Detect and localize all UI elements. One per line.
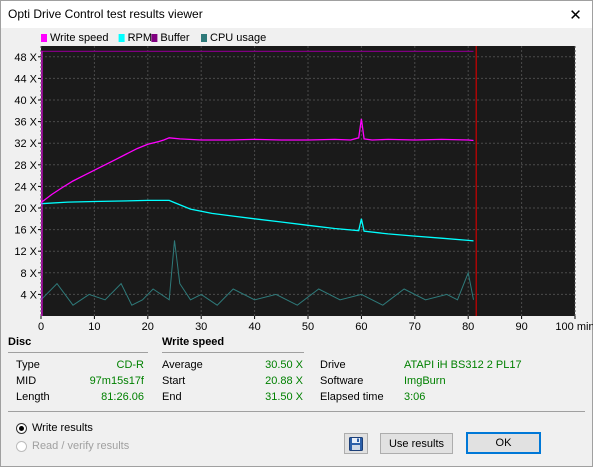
x-axis-ticks: 0 10 20 30 40 50 60 70 80 90 100 min (38, 316, 593, 333)
legend-swatch (151, 34, 158, 42)
x-tick-label: 40 (248, 321, 260, 333)
close-button[interactable]: ✕ (559, 1, 592, 28)
legend-label: Write speed (50, 32, 109, 44)
disc-divider (8, 352, 148, 353)
legend-swatch (118, 34, 125, 42)
series-rpm (40, 199, 474, 242)
series-write-speed (40, 118, 474, 204)
y-tick-label: 40 X (14, 95, 37, 107)
y-tick-label: 8 X (20, 268, 37, 280)
average-label: Average (162, 359, 203, 371)
x-tick-label: 70 (409, 321, 421, 333)
disc-mid-label: MID (16, 375, 37, 387)
x-tick-label: 60 (355, 321, 367, 333)
y-axis-ticks: 4 X 8 X 12 X 16 X 20 X 24 X 28 X 32 X 36 X 40 X 44… (14, 52, 41, 301)
window-title: Opti Drive Control test results viewer (8, 7, 203, 21)
disc-length-label: Length (16, 391, 50, 403)
y-tick-label: 4 X (20, 289, 37, 301)
x-tick-label: 30 (195, 321, 207, 333)
write-results-label: Write results (32, 422, 93, 434)
series-cpu-usage (40, 240, 474, 306)
y-tick-label: 24 X (14, 181, 37, 193)
x-tick-label: 100 min (555, 321, 593, 333)
chart-series (40, 46, 477, 316)
close-icon: ✕ (569, 6, 582, 24)
y-tick-label: 44 X (14, 73, 37, 85)
end-value: 31.50 X (265, 391, 303, 403)
y-tick-label: 28 X (14, 160, 37, 172)
elapsed-time-value: 3:06 (404, 391, 426, 403)
read-verify-radio[interactable] (16, 440, 27, 452)
use-results-button[interactable]: Use results (380, 433, 453, 454)
title-bar: Opti Drive Control test results viewer ✕ (1, 1, 592, 28)
y-tick-label: 16 X (14, 225, 37, 237)
legend-swatch (41, 34, 47, 42)
x-tick-label: 0 (38, 321, 44, 333)
x-tick-label: 80 (462, 321, 474, 333)
speed-chart: 0 10 20 30 40 50 60 70 80 90 100 min 4 X 8 X 12 X 16 … (14, 32, 593, 333)
y-tick-label: 48 X (14, 52, 37, 64)
y-tick-label: 32 X (14, 138, 37, 150)
read-verify-label: Read / verify results (32, 440, 130, 452)
end-label: End (162, 391, 182, 403)
ok-button[interactable]: OK (466, 432, 541, 454)
average-value: 30.50 X (265, 359, 303, 371)
drive-label: Drive (320, 359, 346, 371)
disc-type-label: Type (16, 359, 40, 371)
drive-value: ATAPI iH BS312 2 PL17 (404, 359, 522, 371)
disc-header: Disc (8, 336, 32, 348)
software-label: Software (320, 375, 364, 387)
write-results-option[interactable]: Write results (16, 422, 93, 434)
write-speed-header: Write speed (162, 336, 225, 348)
bottom-divider (8, 411, 585, 412)
start-value: 20.88 X (265, 375, 303, 387)
disc-mid-value: 97m15s17f (89, 375, 144, 387)
save-button[interactable] (344, 433, 368, 454)
x-tick-label: 10 (88, 321, 100, 333)
write-speed-divider (162, 352, 304, 353)
read-verify-option[interactable]: Read / verify results (16, 440, 129, 452)
legend-label: Buffer (160, 32, 189, 44)
disc-length-value: 81:26.06 (101, 391, 144, 403)
legend-label: CPU usage (210, 32, 266, 44)
chart-area: 0 10 20 30 40 50 60 70 80 90 100 min 4 X 8 X 12 X 16 … (0, 28, 593, 333)
write-results-radio[interactable] (16, 422, 27, 434)
start-label: Start (162, 375, 186, 387)
disc-type-value: CD-R (116, 359, 145, 371)
x-tick-label: 90 (515, 321, 527, 333)
x-tick-label: 50 (302, 321, 314, 333)
elapsed-time-label: Elapsed time (320, 391, 384, 403)
y-tick-label: 20 X (14, 203, 37, 215)
x-tick-label: 20 (142, 321, 154, 333)
legend-swatch (201, 34, 207, 42)
legend-label: RPM (128, 32, 152, 44)
floppy-disk-icon (349, 436, 363, 451)
software-value: ImgBurn (404, 375, 446, 387)
chart-grid (40, 46, 576, 316)
y-tick-label: 36 X (14, 117, 37, 129)
chart-legend: Write speed RPM Buffer CPU usage (41, 32, 266, 44)
y-tick-label: 12 X (14, 246, 37, 258)
